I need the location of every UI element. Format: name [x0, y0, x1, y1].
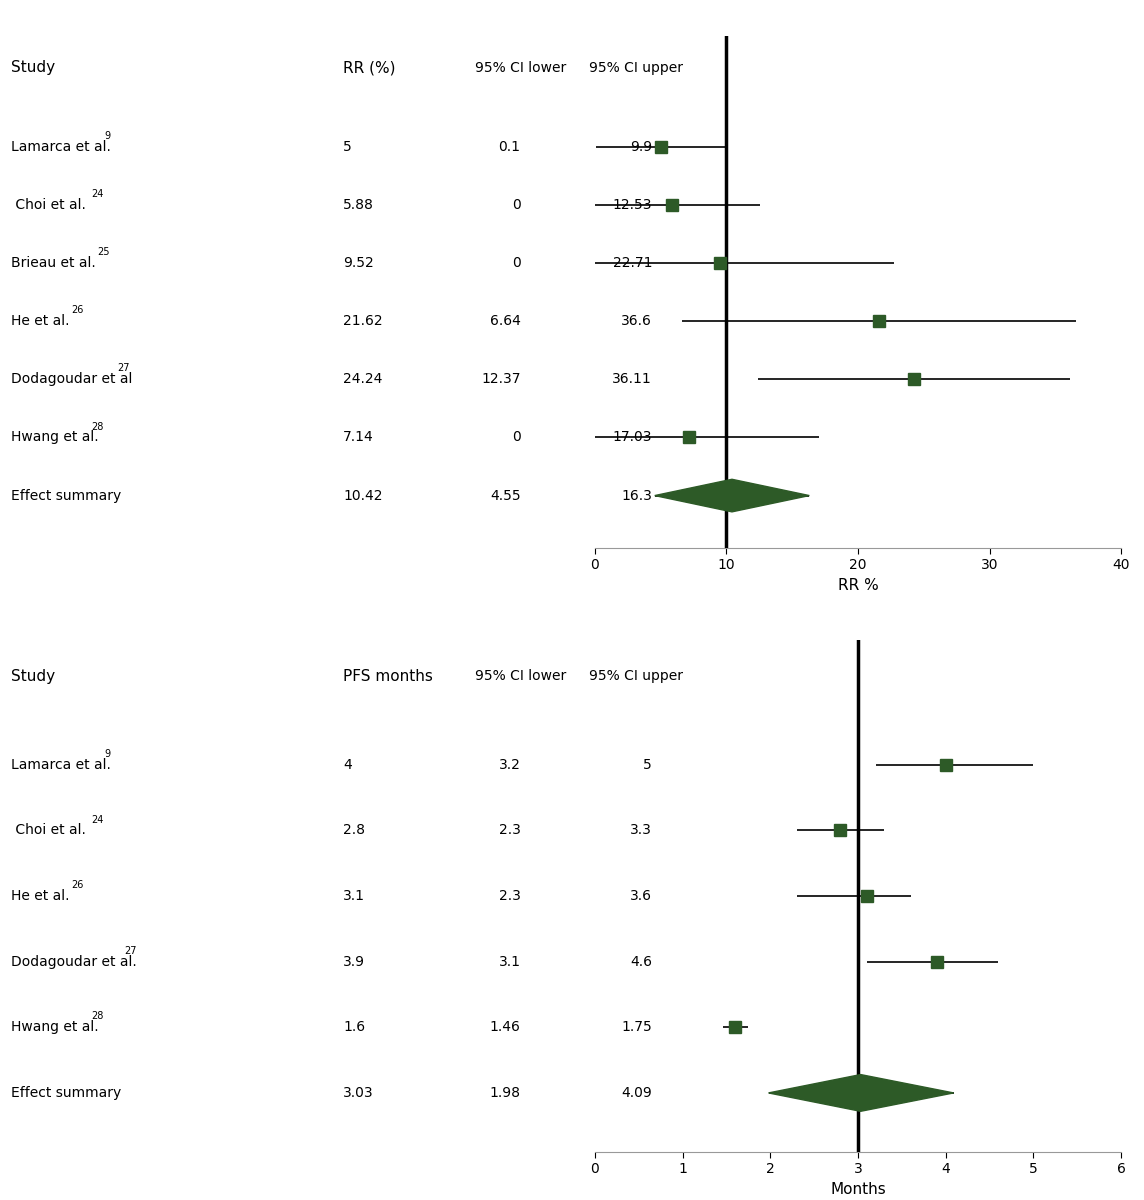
Text: Choi et al.: Choi et al.: [11, 823, 86, 838]
Text: 0: 0: [511, 198, 521, 211]
Text: 9.52: 9.52: [343, 256, 374, 270]
Text: 5: 5: [643, 757, 652, 772]
Text: 7.14: 7.14: [343, 431, 374, 444]
Text: 36.6: 36.6: [621, 314, 652, 328]
Text: 1.75: 1.75: [621, 1020, 652, 1034]
Text: 22.71: 22.71: [612, 256, 652, 270]
Text: 10.42: 10.42: [343, 488, 383, 503]
Text: 3.9: 3.9: [343, 955, 365, 968]
Text: Effect summary: Effect summary: [11, 1086, 121, 1100]
Text: 2.3: 2.3: [499, 823, 521, 838]
Text: 17.03: 17.03: [612, 431, 652, 444]
Text: 26: 26: [71, 881, 84, 890]
Text: 9.9: 9.9: [630, 139, 652, 154]
Text: 95% CI lower: 95% CI lower: [475, 61, 566, 74]
Polygon shape: [769, 1074, 954, 1111]
Text: 3.6: 3.6: [630, 889, 652, 904]
Text: Study: Study: [11, 60, 56, 76]
Text: 95% CI lower: 95% CI lower: [475, 670, 566, 683]
Text: 21.62: 21.62: [343, 314, 383, 328]
Text: 5.88: 5.88: [343, 198, 374, 211]
Text: Brieau et al.: Brieau et al.: [11, 256, 96, 270]
Text: 27: 27: [118, 364, 130, 373]
Text: 0: 0: [511, 431, 521, 444]
Text: 2.3: 2.3: [499, 889, 521, 904]
Text: 1.98: 1.98: [490, 1086, 521, 1100]
Text: 6.64: 6.64: [490, 314, 521, 328]
Text: Dodagoudar et al: Dodagoudar et al: [11, 372, 133, 386]
X-axis label: RR %: RR %: [837, 578, 879, 593]
Text: Dodagoudar et al.: Dodagoudar et al.: [11, 955, 137, 968]
Text: 2.8: 2.8: [343, 823, 365, 838]
Text: 1.6: 1.6: [343, 1020, 365, 1034]
Text: PFS months: PFS months: [343, 668, 434, 684]
Text: 3.1: 3.1: [499, 955, 521, 968]
Text: Choi et al.: Choi et al.: [11, 198, 86, 211]
Text: 3.2: 3.2: [499, 757, 521, 772]
Text: 12.53: 12.53: [612, 198, 652, 211]
Text: 95% CI upper: 95% CI upper: [589, 61, 683, 74]
Text: 16.3: 16.3: [621, 488, 652, 503]
Text: 24: 24: [92, 815, 103, 824]
Text: Lamarca et al.: Lamarca et al.: [11, 139, 111, 154]
Text: He et al.: He et al.: [11, 314, 70, 328]
Text: Hwang et al.: Hwang et al.: [11, 431, 100, 444]
Text: 4.09: 4.09: [621, 1086, 652, 1100]
Text: 3.1: 3.1: [343, 889, 365, 904]
Text: 4.6: 4.6: [630, 955, 652, 968]
Text: 26: 26: [71, 305, 84, 316]
Text: 5: 5: [343, 139, 352, 154]
Text: Study: Study: [11, 668, 56, 684]
Text: 1.46: 1.46: [490, 1020, 521, 1034]
Text: 3.03: 3.03: [343, 1086, 374, 1100]
Text: 4: 4: [343, 757, 352, 772]
Text: Effect summary: Effect summary: [11, 488, 121, 503]
Text: RR (%): RR (%): [343, 60, 396, 76]
Text: Hwang et al.: Hwang et al.: [11, 1020, 100, 1034]
Text: 9: 9: [104, 131, 111, 140]
Text: 9: 9: [104, 749, 111, 758]
Text: 27: 27: [125, 946, 137, 956]
Polygon shape: [654, 479, 809, 512]
Text: Lamarca et al.: Lamarca et al.: [11, 757, 111, 772]
Text: 4.55: 4.55: [490, 488, 521, 503]
Text: 0: 0: [511, 256, 521, 270]
Text: 12.37: 12.37: [480, 372, 521, 386]
Text: 24.24: 24.24: [343, 372, 382, 386]
Text: 28: 28: [92, 421, 103, 432]
X-axis label: Months: Months: [831, 1182, 885, 1196]
Text: He et al.: He et al.: [11, 889, 70, 904]
Text: 95% CI upper: 95% CI upper: [589, 670, 683, 683]
Text: 3.3: 3.3: [630, 823, 652, 838]
Text: 25: 25: [97, 247, 110, 257]
Text: 0.1: 0.1: [499, 139, 521, 154]
Text: 28: 28: [92, 1012, 103, 1021]
Text: 24: 24: [92, 188, 103, 199]
Text: 36.11: 36.11: [612, 372, 652, 386]
